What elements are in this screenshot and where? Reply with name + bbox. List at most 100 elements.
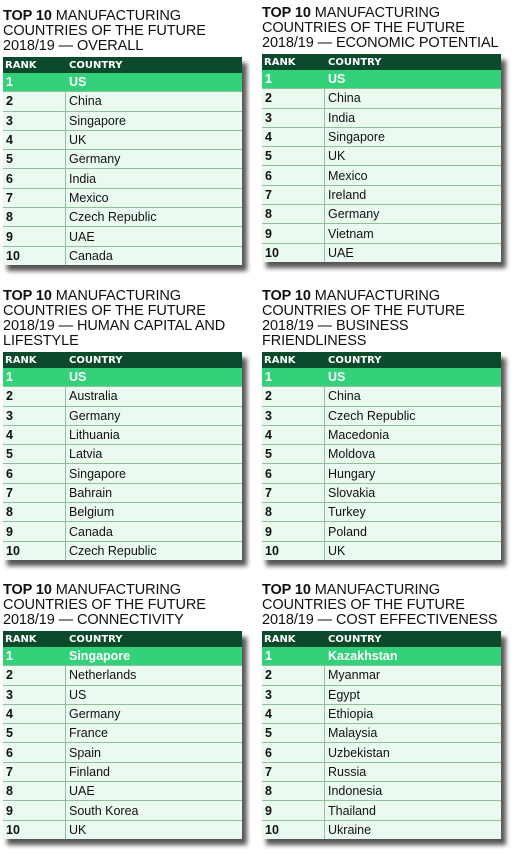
- rank-cell: 3: [3, 685, 66, 704]
- title-rest: MANUFACTURING COUNTRIES OF THE FUTURE 20…: [3, 288, 226, 349]
- country-cell: Mexico: [328, 168, 368, 183]
- panel-business-friendliness: TOP 10 MANUFACTURING COUNTRIES OF THE FU…: [262, 289, 501, 560]
- country-cell: Indonesia: [328, 784, 383, 799]
- header-country: COUNTRY: [69, 633, 123, 645]
- table-row: 6 Spain: [3, 742, 242, 762]
- country-cell: UK: [69, 822, 87, 837]
- rank-cell: 9: [262, 522, 325, 541]
- table-row: 1 US: [262, 70, 501, 89]
- table-row: 3 Czech Republic: [262, 405, 501, 425]
- rank-cell: 8: [3, 782, 66, 801]
- table-row: 8 Belgium: [3, 502, 242, 522]
- country-cell: Moldova: [328, 447, 376, 462]
- table-row: 5 France: [3, 723, 242, 743]
- table-header: RANK COUNTRY: [3, 57, 242, 73]
- rank-cell: 7: [262, 762, 325, 782]
- table-row: 10 UK: [3, 819, 242, 839]
- header-country: COUNTRY: [69, 354, 123, 366]
- rank-cell: 2: [262, 666, 325, 685]
- country-cell: Ireland: [328, 187, 367, 202]
- table-row: 1 US: [3, 73, 242, 92]
- rank-cell: 9: [3, 227, 66, 246]
- table-row: 8 Czech Republic: [3, 207, 242, 227]
- rank-cell: 10: [262, 541, 325, 560]
- table-row: 7 Ireland: [262, 184, 501, 205]
- rank-cell: 5: [3, 150, 66, 169]
- country-cell: UAE: [328, 245, 354, 260]
- table-row: 8 Indonesia: [262, 781, 501, 801]
- country-cell: US: [328, 72, 346, 87]
- country-cell: US: [69, 370, 87, 385]
- table-header: RANK COUNTRY: [3, 631, 242, 647]
- country-cell: Singapore: [328, 130, 385, 145]
- table-row: 5 Moldova: [262, 444, 501, 464]
- country-cell: UK: [69, 133, 87, 148]
- table-row: 9 Thailand: [262, 800, 501, 820]
- country-cell: US: [69, 75, 87, 90]
- country-cell: Hungary: [328, 466, 376, 481]
- rank-cell: 3: [262, 108, 325, 127]
- country-cell: Kazakhstan: [328, 649, 398, 664]
- country-cell: US: [328, 370, 346, 385]
- country-cell: Singapore: [69, 113, 126, 128]
- rank-cell: 3: [262, 685, 325, 704]
- ranking-table: RANK COUNTRY 1 US 2 China 3 Singapore 4 UK 5 German…: [3, 57, 242, 265]
- country-cell: Egypt: [328, 687, 360, 702]
- rank-cell: 9: [262, 224, 325, 243]
- rank-cell: 5: [3, 445, 66, 464]
- panel-title: TOP 10 MANUFACTURING COUNTRIES OF THE FU…: [3, 289, 242, 349]
- ranking-table: RANK COUNTRY 1 US 2 China 3 Czech Republic 4 Mace…: [262, 352, 501, 560]
- table-row: 9 South Korea: [3, 800, 242, 820]
- table-row: 10 UK: [262, 540, 501, 560]
- rank-cell: 7: [3, 188, 66, 208]
- table-row: 6 India: [3, 168, 242, 188]
- rank-cell: 4: [262, 425, 325, 445]
- ranking-table-wrap: RANK COUNTRY 1 Kazakhstan 2 Myanmar 3 Egypt 4 Eth…: [262, 631, 501, 839]
- rank-cell: 9: [3, 522, 66, 541]
- table-header: RANK COUNTRY: [262, 54, 501, 70]
- rank-cell: 7: [262, 185, 325, 205]
- table-row: 10 Canada: [3, 245, 242, 265]
- country-cell: Latvia: [69, 447, 103, 462]
- rank-cell: 10: [3, 541, 66, 560]
- rank-cell: 4: [3, 704, 66, 724]
- rank-cell: 7: [262, 483, 325, 503]
- title-lead: TOP 10: [262, 5, 311, 21]
- header-rank: RANK: [264, 633, 296, 645]
- panel-cost-effectiveness: TOP 10 MANUFACTURING COUNTRIES OF THE FU…: [262, 583, 501, 839]
- table-row: 3 Singapore: [3, 110, 242, 130]
- table-row: 2 Netherlands: [3, 665, 242, 685]
- country-cell: UAE: [69, 229, 95, 244]
- rank-cell: 4: [3, 425, 66, 445]
- table-row: 4 Macedonia: [262, 424, 501, 445]
- rank-cell: 10: [262, 820, 325, 839]
- country-cell: India: [328, 110, 356, 125]
- header-rank: RANK: [264, 354, 296, 366]
- country-cell: Czech Republic: [69, 543, 157, 558]
- rank-cell: 7: [3, 762, 66, 782]
- table-row: 5 UK: [262, 146, 501, 166]
- title-rest: MANUFACTURING COUNTRIES OF THE FUTURE 20…: [3, 8, 206, 54]
- country-cell: Turkey: [328, 505, 366, 520]
- ranking-table-wrap: RANK COUNTRY 1 US 2 Australia 3 Germany 4 Lithuan…: [3, 352, 242, 560]
- rank-cell: 8: [262, 503, 325, 522]
- rank-cell: 10: [3, 246, 66, 265]
- title-lead: TOP 10: [3, 288, 52, 304]
- rank-cell: 6: [3, 743, 66, 762]
- rank-cell: 2: [262, 387, 325, 406]
- header-country: COUNTRY: [328, 56, 382, 68]
- table-row: 8 Turkey: [262, 502, 501, 522]
- rank-cell: 5: [262, 445, 325, 464]
- country-cell: US: [69, 687, 87, 702]
- table-row: 2 Australia: [3, 386, 242, 406]
- panel-connectivity: TOP 10 MANUFACTURING COUNTRIES OF THE FU…: [3, 583, 242, 839]
- table-row: 2 China: [262, 88, 501, 108]
- table-row: 7 Finland: [3, 761, 242, 782]
- rank-cell: 5: [262, 147, 325, 166]
- country-cell: Germany: [69, 408, 121, 423]
- table-row: 4 Singapore: [262, 126, 501, 147]
- rank-cell: 5: [3, 724, 66, 743]
- rank-cell: 10: [262, 243, 325, 262]
- table-row: 9 UAE: [3, 226, 242, 246]
- country-cell: Canada: [69, 248, 113, 263]
